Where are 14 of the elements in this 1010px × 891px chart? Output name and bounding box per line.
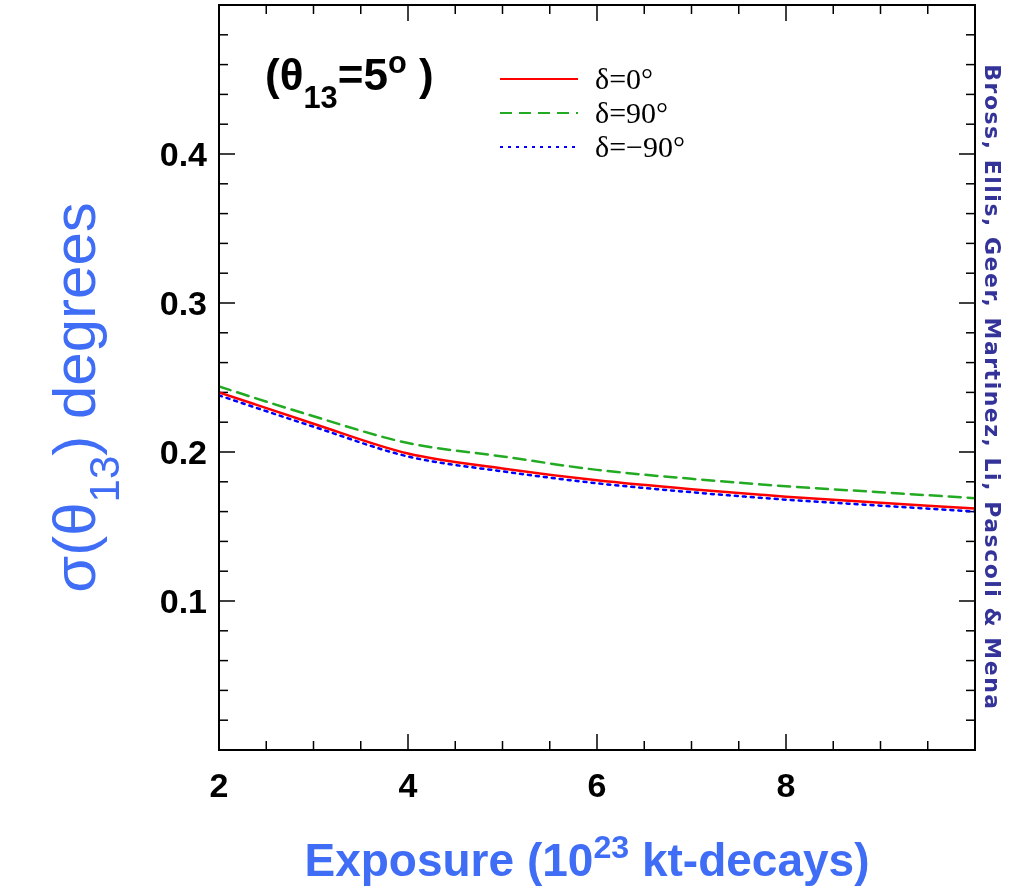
y-tick-label: 0.1 <box>159 582 207 620</box>
legend-label: δ=−90° <box>595 130 685 163</box>
x-tick-label: 8 <box>776 766 796 804</box>
x-tick-label: 6 <box>587 766 607 804</box>
text: Bross, Ellis, Geer, Martinez, Li, Pascoli & Mena <box>980 64 1005 711</box>
annotation: (θ$_{13}$=5$^{o}$ ) <box>265 44 434 115</box>
legend-label: δ=0° <box>595 62 654 95</box>
x-tick-label: 4 <box>398 766 418 804</box>
x-tick-label: 2 <box>209 766 229 804</box>
y-tick-label: 0.2 <box>159 433 207 471</box>
y-tick-label: 0.3 <box>159 284 207 322</box>
legend-label: δ=90° <box>595 96 669 129</box>
y-tick-label: 0.4 <box>159 135 208 173</box>
x-axis-title: Exposure (10$^{23}$ kt-decays) <box>304 829 870 886</box>
